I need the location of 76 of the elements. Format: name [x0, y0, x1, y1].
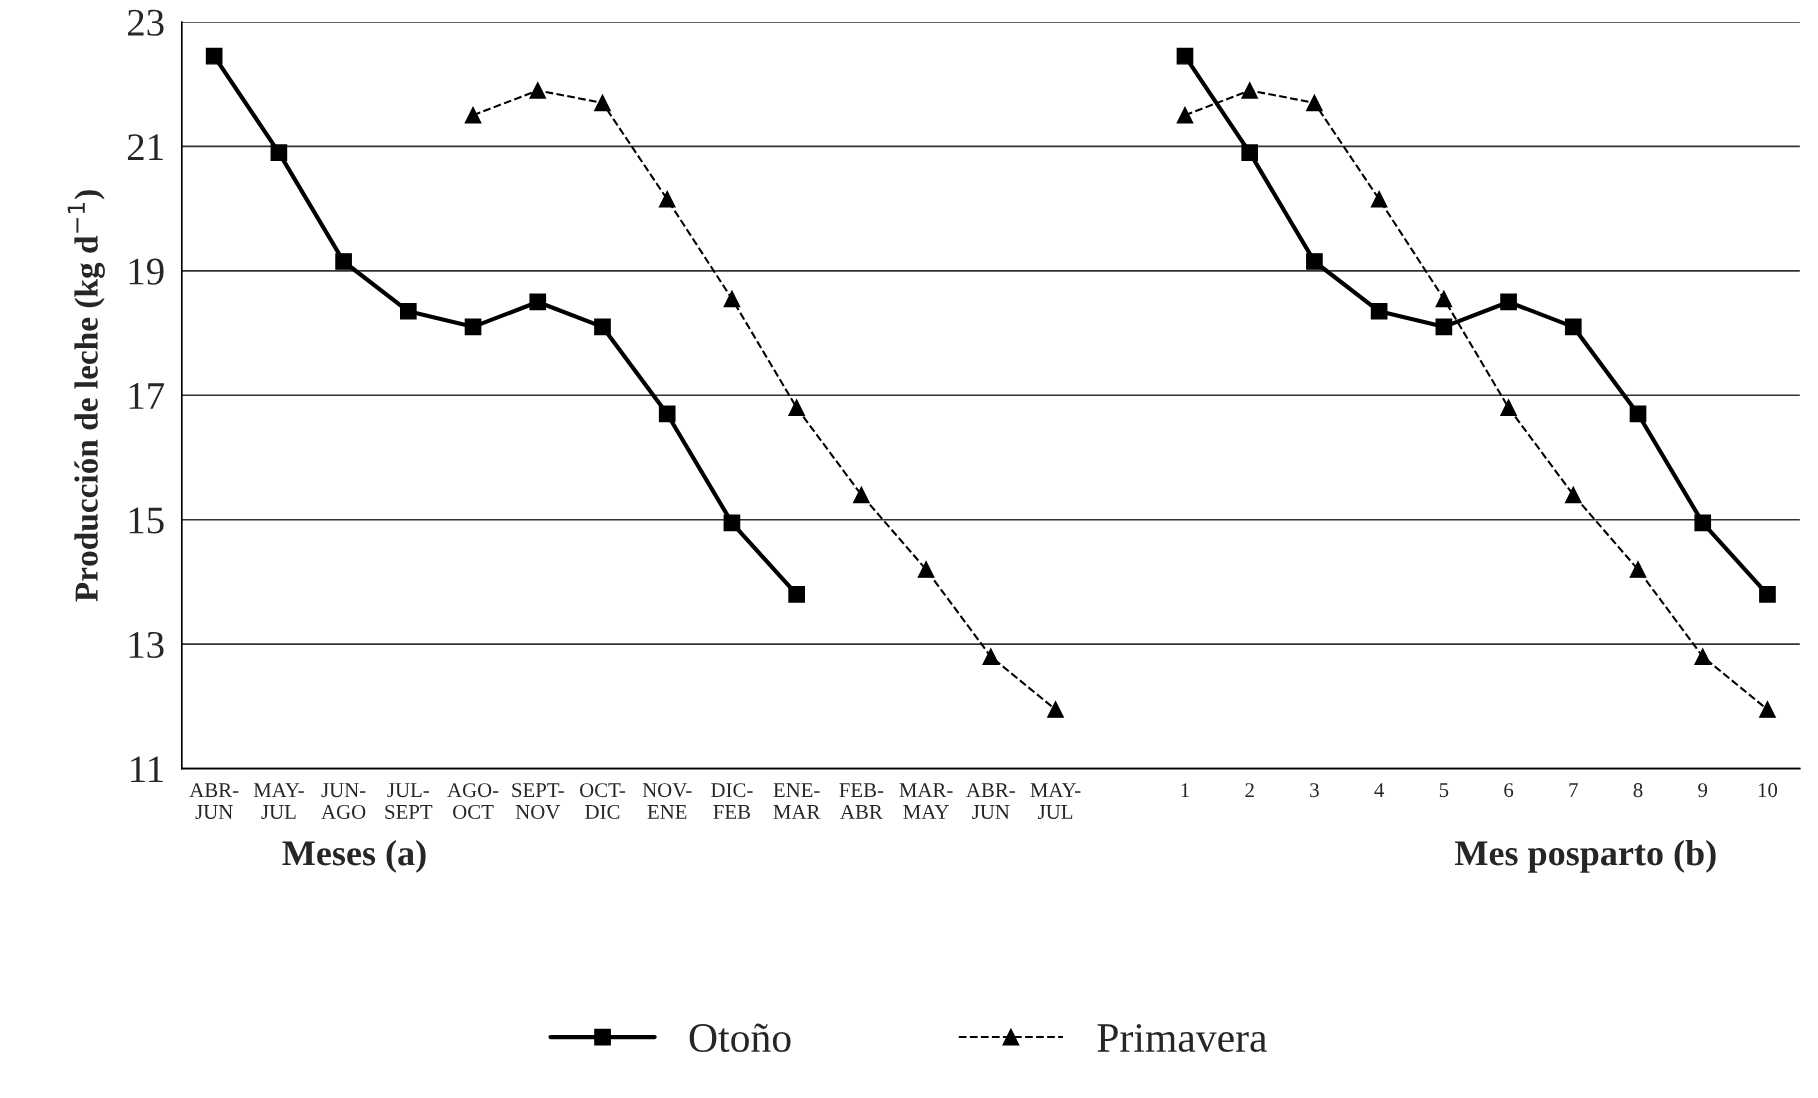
x-tick-label: JUN- AGO [321, 783, 366, 819]
point [594, 318, 611, 336]
y-tick-label: 23 [127, 9, 164, 36]
x-tick-label: AGO- OCT [447, 783, 499, 819]
y-tick-label: 21 [127, 134, 163, 160]
y-tick-label: 17 [129, 383, 165, 409]
x-tick-label: 7 [1569, 783, 1578, 797]
point [270, 144, 288, 161]
point [1500, 399, 1517, 417]
x-tick-label: ABR- JUN [189, 783, 239, 819]
point [1694, 514, 1712, 532]
point [464, 318, 482, 336]
x-tick-label: MAY- JUL [1030, 783, 1081, 819]
x-tick-label: FEB- ABR [839, 783, 884, 819]
point [1435, 290, 1453, 308]
y-tick-label: 11 [131, 756, 163, 783]
y-tick-label: 15 [129, 507, 164, 534]
text: Meses (a) [282, 840, 426, 873]
point [1759, 701, 1776, 718]
x-tick-label: 3 [1310, 783, 1319, 798]
point [464, 106, 482, 124]
point [788, 586, 805, 603]
point [1241, 144, 1259, 161]
x-tick-label: NOV- ENE [642, 783, 692, 819]
point [1435, 318, 1453, 336]
x-tick-label: MAR- MAY [899, 783, 953, 819]
x-tick-label: 9 [1698, 783, 1708, 798]
point [1500, 293, 1517, 311]
point [205, 47, 223, 65]
point [917, 561, 935, 578]
point [594, 94, 611, 112]
x-tick-label: 2 [1245, 783, 1254, 797]
legend-label: Primavera [1097, 1024, 1267, 1053]
point [1629, 561, 1647, 578]
point [1694, 648, 1712, 665]
x-tick-label: 10 [1758, 783, 1778, 798]
y-axis-title: Producción de leche (kg d$^{−1}$) [67, 190, 105, 602]
y-tick-label: 19 [129, 258, 164, 285]
point [658, 190, 676, 208]
x-tick-label: DIC- FEB [711, 783, 753, 819]
point [399, 302, 417, 320]
point [1176, 106, 1194, 124]
point [1370, 190, 1388, 208]
y-tick-label: 13 [129, 631, 164, 659]
point [853, 486, 870, 504]
point [1241, 82, 1259, 99]
point [1629, 405, 1647, 423]
point [1306, 253, 1323, 270]
point [529, 293, 547, 311]
x-tick-label: MAY- JUL [253, 783, 304, 819]
point [788, 399, 805, 417]
point [658, 405, 676, 423]
point [723, 290, 741, 308]
point [1370, 302, 1388, 320]
x-tick-label: ABR- JUN [966, 783, 1015, 819]
legend-label: Otoño [689, 1023, 791, 1053]
point [529, 82, 547, 99]
point [1564, 486, 1582, 504]
point [1176, 47, 1194, 65]
x-tick-label: 5 [1439, 783, 1449, 798]
point [1306, 94, 1323, 112]
text: Mes posparto (b) [1455, 840, 1716, 873]
x-tick-label: OCT- DIC [579, 783, 626, 819]
x-tick-label: SEPT- NOV [512, 783, 564, 820]
point [982, 648, 1000, 665]
x-tick-label: 6 [1504, 783, 1514, 798]
point [1047, 701, 1064, 718]
point [335, 253, 352, 270]
x-tick-label: 8 [1633, 783, 1643, 798]
x-tick-label: JUL- SEPT [385, 783, 433, 819]
x-tick-label: 1 [1181, 783, 1189, 797]
point [723, 514, 741, 532]
x-tick-label: 4 [1374, 783, 1385, 797]
point [1759, 586, 1776, 603]
x-tick-label: ENE- MAR [773, 783, 821, 819]
point [1564, 318, 1582, 336]
